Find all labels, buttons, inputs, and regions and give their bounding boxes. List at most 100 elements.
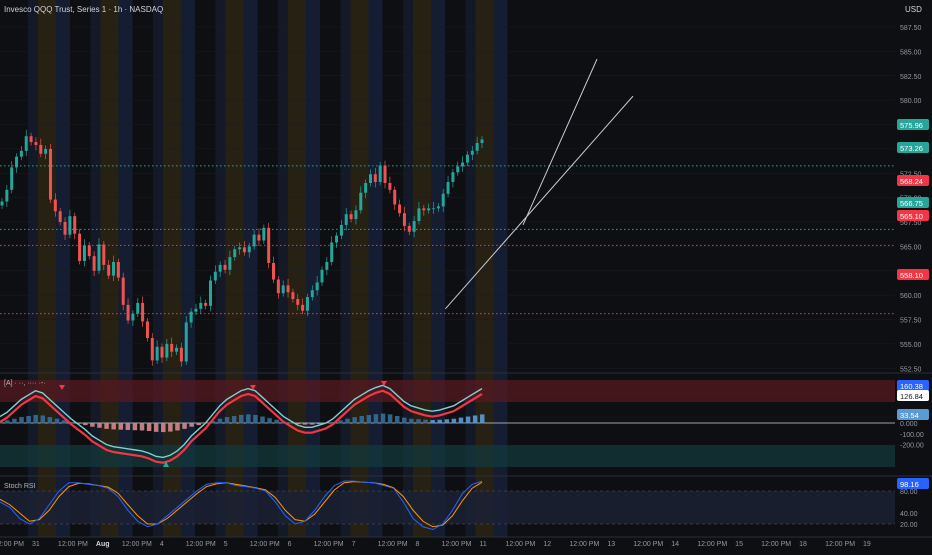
- candle[interactable]: [78, 233, 82, 261]
- candle[interactable]: [15, 156, 19, 168]
- osc-histogram-bar[interactable]: [316, 423, 322, 425]
- osc-histogram-bar[interactable]: [246, 414, 251, 424]
- osc-wave-line[interactable]: [0, 384, 483, 459]
- price-badge[interactable]: [897, 197, 929, 208]
- candle[interactable]: [48, 148, 52, 200]
- candle[interactable]: [63, 222, 67, 235]
- candle[interactable]: [233, 249, 237, 258]
- candle[interactable]: [475, 143, 479, 151]
- candle[interactable]: [194, 308, 198, 312]
- osc-badge-label[interactable]: 33.54: [900, 411, 919, 420]
- candle[interactable]: [257, 234, 261, 241]
- candle[interactable]: [441, 193, 445, 207]
- osc-histogram-bar[interactable]: [61, 420, 67, 424]
- osc-histogram-bar[interactable]: [366, 414, 372, 424]
- candle[interactable]: [398, 204, 402, 214]
- osc-histogram-bar[interactable]: [189, 423, 194, 427]
- price-badge[interactable]: [897, 119, 929, 130]
- osc-histogram-bar[interactable]: [139, 423, 145, 431]
- channel-lower-line[interactable]: [445, 95, 634, 310]
- osc-histogram-bar[interactable]: [196, 423, 201, 426]
- osc-histogram-bar[interactable]: [68, 421, 74, 424]
- osc-histogram-bar[interactable]: [394, 416, 400, 424]
- osc-histogram-bar[interactable]: [175, 423, 180, 431]
- candle[interactable]: [272, 262, 276, 280]
- trend-channel[interactable]: [445, 58, 634, 310]
- candle[interactable]: [310, 290, 314, 298]
- candle[interactable]: [461, 162, 465, 167]
- candle[interactable]: [276, 279, 280, 294]
- candle[interactable]: [422, 208, 426, 211]
- candle[interactable]: [451, 172, 455, 183]
- candle[interactable]: [121, 277, 125, 305]
- candle[interactable]: [102, 244, 106, 265]
- candle[interactable]: [131, 313, 135, 321]
- candle[interactable]: [213, 271, 217, 281]
- candle[interactable]: [199, 302, 203, 309]
- candle[interactable]: [330, 242, 334, 262]
- oscillator-pane[interactable]: [0, 380, 895, 467]
- candle[interactable]: [378, 165, 382, 183]
- osc-histogram-bar[interactable]: [402, 417, 407, 424]
- osc-histogram-bar[interactable]: [302, 423, 308, 425]
- candle[interactable]: [145, 321, 149, 339]
- candle[interactable]: [208, 280, 212, 306]
- osc-histogram-bar[interactable]: [146, 423, 152, 432]
- candle[interactable]: [82, 245, 86, 261]
- candle[interactable]: [286, 285, 290, 293]
- candle[interactable]: [189, 311, 193, 323]
- osc-histogram-bar[interactable]: [359, 416, 365, 424]
- candle[interactable]: [252, 234, 256, 247]
- osc-histogram-bar[interactable]: [153, 423, 159, 432]
- candle[interactable]: [301, 304, 305, 311]
- osc-histogram-bar[interactable]: [239, 414, 244, 424]
- candle[interactable]: [34, 142, 38, 145]
- osc-histogram-bar[interactable]: [309, 423, 315, 425]
- candle[interactable]: [335, 235, 339, 243]
- candle[interactable]: [456, 166, 460, 173]
- price-badge-label[interactable]: 575.96: [900, 121, 923, 130]
- osc-histogram-bar[interactable]: [132, 423, 138, 431]
- candle[interactable]: [470, 150, 474, 155]
- candle[interactable]: [359, 192, 363, 211]
- osc-badge-label[interactable]: 160.38: [900, 382, 923, 391]
- osc-histogram-bar[interactable]: [465, 416, 471, 424]
- osc-histogram-bar[interactable]: [472, 415, 478, 424]
- candle[interactable]: [388, 183, 392, 190]
- horizontal-levels[interactable]: [0, 165, 895, 315]
- osc-histogram-bar[interactable]: [182, 423, 187, 429]
- osc-histogram-bar[interactable]: [352, 417, 357, 424]
- osc-histogram-bar[interactable]: [437, 419, 442, 424]
- osc-histogram-bar[interactable]: [274, 419, 279, 424]
- sell-signal-marker[interactable]: [250, 385, 256, 390]
- osc-histogram-bar[interactable]: [75, 423, 81, 424]
- candle[interactable]: [436, 206, 440, 209]
- osc-histogram-bar[interactable]: [380, 413, 386, 424]
- candle[interactable]: [427, 208, 431, 211]
- candle[interactable]: [247, 246, 251, 253]
- stoch-badge-label[interactable]: 98.16: [900, 480, 919, 489]
- candle[interactable]: [5, 189, 9, 202]
- osc-histogram-bar[interactable]: [125, 423, 131, 430]
- candle[interactable]: [383, 165, 387, 183]
- candle[interactable]: [315, 282, 319, 291]
- candle[interactable]: [24, 136, 28, 151]
- price-badge[interactable]: [897, 269, 929, 280]
- channel-upper-line[interactable]: [522, 58, 598, 226]
- stoch-rsi-label[interactable]: Stoch RSI: [4, 483, 36, 490]
- osc-histogram-bar[interactable]: [26, 416, 31, 424]
- osc-histogram-bar[interactable]: [295, 423, 301, 425]
- candle[interactable]: [305, 297, 309, 311]
- osc-histogram-bar[interactable]: [90, 423, 95, 427]
- osc-histogram-bar[interactable]: [224, 417, 230, 424]
- candle[interactable]: [320, 269, 324, 283]
- price-badge-label[interactable]: 566.75: [900, 199, 923, 208]
- price-badge[interactable]: [897, 175, 929, 186]
- candle[interactable]: [417, 208, 421, 222]
- osc-badge[interactable]: [897, 380, 929, 391]
- oscillator-label[interactable]: [A] · ··, ···· ·-·: [4, 380, 46, 387]
- osc-histogram-bar[interactable]: [451, 418, 457, 424]
- candle[interactable]: [325, 261, 329, 270]
- candle[interactable]: [53, 199, 57, 212]
